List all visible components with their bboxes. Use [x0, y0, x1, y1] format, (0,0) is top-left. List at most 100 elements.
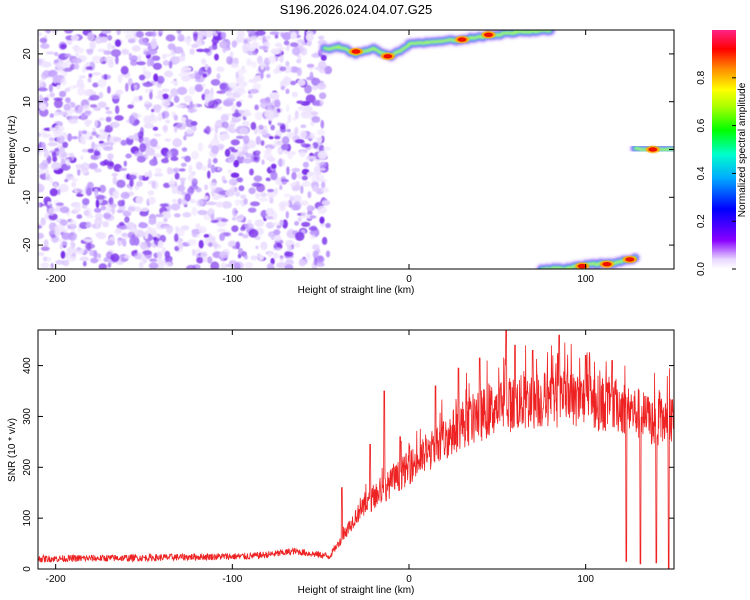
- noise-speckle: [236, 76, 242, 84]
- noise-speckle: [292, 194, 302, 203]
- noise-speckle: [217, 244, 222, 249]
- snr-y-label: SNR (10 * v/v): [7, 418, 18, 482]
- colorbar: 0.0 0.2 0.4 0.6 0.8 Normalized spectral ampl…: [696, 30, 748, 276]
- noise-speckle: [317, 255, 324, 262]
- spectrogram-peak-core: [602, 262, 612, 267]
- noise-speckle: [228, 94, 234, 99]
- noise-speckle: [96, 253, 102, 259]
- noise-speckle: [274, 99, 281, 108]
- noise-speckle: [172, 138, 183, 148]
- noise-speckle: [279, 66, 287, 72]
- noise-speckle: [93, 250, 98, 259]
- noise-speckle: [174, 126, 178, 133]
- noise-speckle: [76, 214, 83, 219]
- noise-speckle: [173, 95, 180, 103]
- noise-speckle: [38, 183, 45, 193]
- noise-speckle: [271, 163, 277, 169]
- noise-speckle: [110, 253, 120, 263]
- noise-speckle: [99, 128, 105, 134]
- noise-speckle: [259, 192, 267, 197]
- noise-speckle: [311, 84, 318, 91]
- noise-speckle: [49, 92, 55, 98]
- noise-speckle: [175, 104, 184, 109]
- spectrogram-x-tick-label: -100: [222, 274, 242, 285]
- spectrogram-tracks: [318, 30, 674, 269]
- noise-speckle: [210, 79, 221, 86]
- noise-speckle: [217, 167, 222, 171]
- noise-speckle: [164, 250, 171, 259]
- noise-speckle: [163, 218, 168, 223]
- snr-frame: [37, 329, 675, 570]
- noise-speckle: [166, 167, 173, 175]
- noise-speckle: [323, 65, 333, 75]
- noise-speckle: [263, 125, 268, 130]
- noise-speckle: [105, 116, 112, 123]
- colorbar-tick-label: 0.6: [696, 118, 707, 132]
- noise-speckle: [53, 99, 63, 109]
- noise-speckle: [279, 256, 284, 263]
- noise-speckle: [91, 55, 102, 64]
- noise-speckle: [54, 148, 59, 152]
- noise-speckle: [227, 240, 237, 248]
- noise-speckle: [176, 30, 182, 35]
- noise-speckle: [287, 114, 292, 123]
- noise-speckle: [162, 225, 172, 229]
- noise-speckle: [173, 167, 180, 173]
- noise-speckle: [177, 86, 188, 95]
- noise-speckle: [99, 161, 108, 166]
- noise-speckle: [207, 256, 213, 264]
- noise-speckle: [98, 117, 105, 121]
- noise-speckle: [290, 80, 297, 86]
- noise-speckle: [75, 247, 85, 255]
- noise-speckle: [38, 252, 45, 257]
- noise-speckle: [296, 100, 304, 104]
- noise-speckle: [138, 95, 143, 101]
- spectrogram-track-band: [540, 256, 636, 269]
- noise-speckle: [66, 255, 77, 262]
- noise-speckle: [84, 119, 93, 125]
- noise-speckle: [213, 241, 218, 249]
- noise-speckle: [68, 219, 77, 229]
- noise-speckle: [88, 162, 98, 170]
- noise-speckle: [54, 59, 59, 64]
- noise-speckle: [110, 49, 122, 57]
- noise-speckle: [149, 258, 158, 263]
- noise-speckle: [201, 83, 206, 88]
- noise-speckle: [120, 191, 130, 200]
- noise-speckle: [237, 253, 242, 259]
- noise-speckle: [272, 252, 279, 259]
- noise-speckle: [252, 151, 256, 157]
- snr-y-tick-label: 300: [22, 408, 33, 425]
- noise-speckle: [39, 37, 48, 44]
- snr-x-tick-label: 0: [406, 574, 412, 585]
- noise-speckle: [41, 61, 52, 68]
- noise-speckle: [53, 97, 64, 101]
- noise-speckle: [277, 122, 282, 126]
- noise-speckle: [230, 172, 240, 178]
- noise-speckle: [270, 171, 278, 181]
- noise-speckle: [313, 99, 323, 106]
- noise-speckle: [244, 223, 254, 229]
- noise-speckle: [49, 188, 58, 197]
- colorbar-tick-label: 0.0: [696, 262, 707, 276]
- noise-speckle: [312, 250, 319, 259]
- spectrogram-y-tick-label: 10: [22, 96, 33, 108]
- noise-speckle: [139, 143, 147, 153]
- noise-speckle: [251, 182, 262, 188]
- noise-speckle: [267, 55, 277, 64]
- noise-speckle: [319, 161, 327, 168]
- noise-speckle: [84, 90, 95, 96]
- spectrogram-y-tick-label: -20: [22, 237, 33, 252]
- noise-speckle: [159, 203, 169, 207]
- noise-speckle: [286, 166, 290, 176]
- noise-speckle: [296, 67, 302, 77]
- snr-x-tick-label: -100: [222, 574, 242, 585]
- colorbar-tick-label: 0.8: [696, 70, 707, 84]
- noise-speckle: [270, 257, 275, 265]
- noise-speckle: [89, 40, 96, 50]
- noise-speckle: [94, 143, 99, 149]
- noise-speckle: [214, 125, 219, 134]
- noise-speckle: [44, 97, 49, 102]
- noise-speckle: [189, 185, 199, 190]
